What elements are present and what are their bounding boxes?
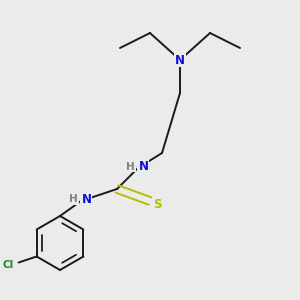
Text: Cl: Cl <box>2 260 14 271</box>
Text: H: H <box>126 161 135 172</box>
Text: S: S <box>153 197 162 211</box>
Text: N: N <box>81 193 92 206</box>
Text: N: N <box>138 160 148 173</box>
Text: N: N <box>175 53 185 67</box>
Text: H: H <box>69 194 78 205</box>
